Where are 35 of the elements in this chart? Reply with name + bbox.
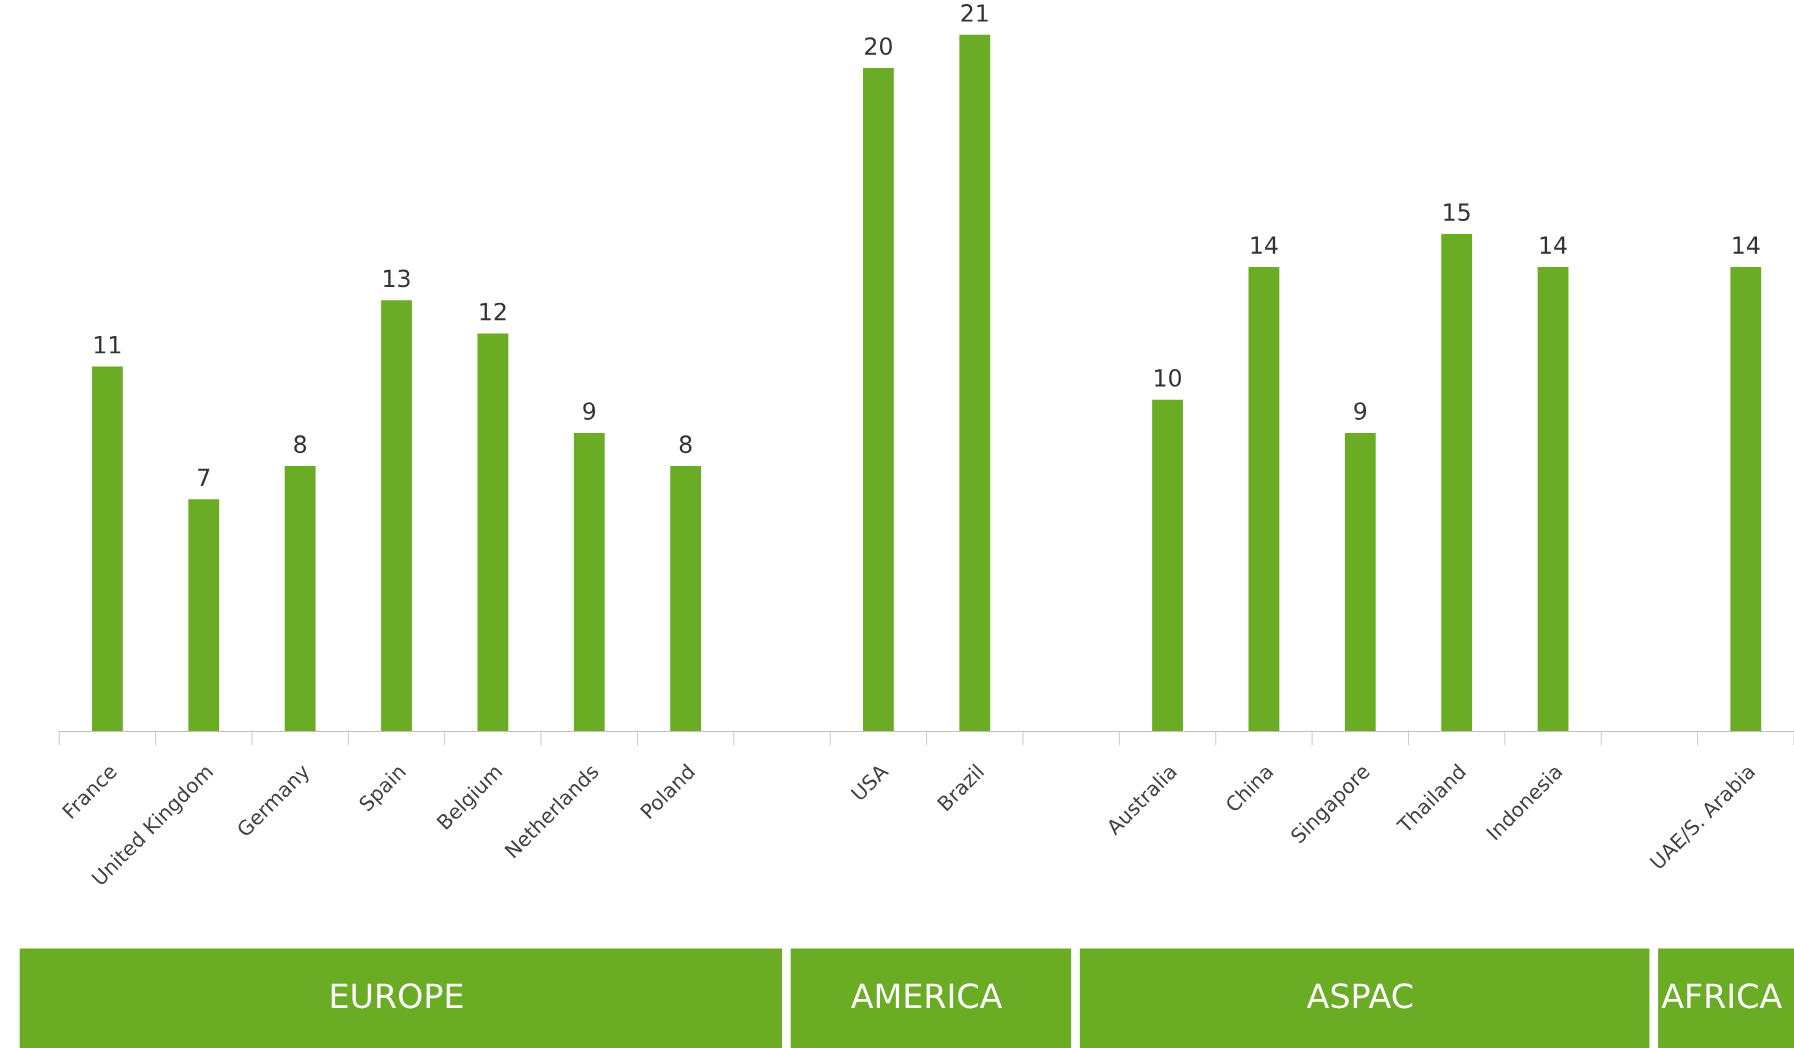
bar [1441,233,1473,732]
data-label: 20 [865,37,892,56]
data-label: 14 [1733,236,1760,254]
bar [91,366,123,732]
bar [381,300,412,732]
bar [1730,267,1762,732]
data-label: 11 [94,336,121,354]
data-label: 15 [1444,203,1470,221]
data-label: 9 [1354,402,1367,421]
data-label: 12 [480,302,506,321]
bar [573,432,605,732]
bar [1248,267,1280,732]
bar [862,68,894,732]
data-label: 21 [961,4,988,22]
data-label: 10 [1155,368,1181,387]
data-label: 14 [1251,236,1278,254]
bar [1152,399,1183,732]
data-label: 7 [198,468,210,487]
bar [284,466,316,732]
data-label: 8 [294,435,307,454]
text: AFRICA [1661,983,1782,1009]
bar [1344,432,1376,732]
data-label: 14 [1540,236,1567,254]
data-label: 8 [679,435,692,454]
bar [959,34,991,732]
bar [670,466,702,732]
text: EUROPE [331,983,463,1009]
data-label: 9 [583,402,596,421]
text: AMERICA [851,983,1003,1009]
bar [188,499,220,732]
bar [1537,267,1569,732]
bar [477,333,509,732]
data-label: 13 [384,269,410,288]
x-tick-label: USA [850,762,890,802]
text: ASPAC [1306,983,1413,1009]
